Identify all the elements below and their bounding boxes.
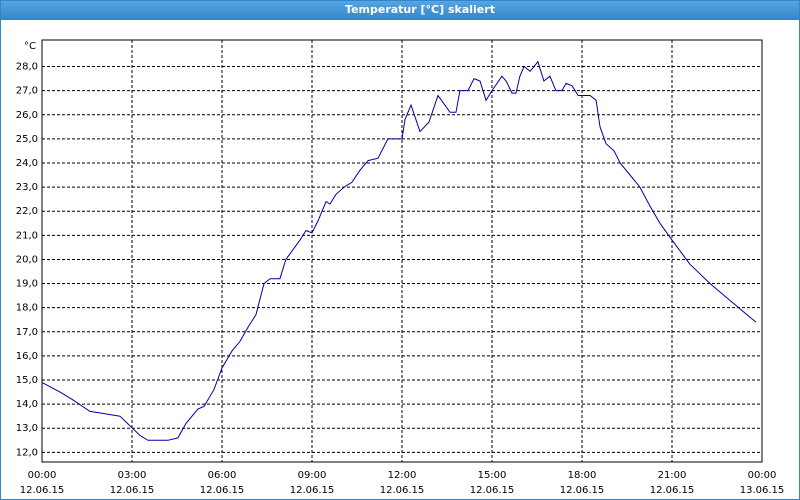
y-tick-label: 13,0 xyxy=(16,423,38,434)
y-tick-label: 12,0 xyxy=(16,447,38,458)
y-axis-unit: °C xyxy=(24,41,36,52)
x-tick-date: 12.06.15 xyxy=(380,485,425,496)
plot-frame xyxy=(41,39,763,463)
x-tick-label: 00:00 xyxy=(28,470,57,481)
x-tick-date: 12.06.15 xyxy=(290,485,335,496)
y-tick-label: 15,0 xyxy=(16,375,38,386)
y-tick-label: 26,0 xyxy=(16,110,38,121)
y-tick-label: 16,0 xyxy=(16,351,38,362)
x-tick-date: 13.06.15 xyxy=(740,485,785,496)
x-tick-date: 12.06.15 xyxy=(470,485,515,496)
x-tick-date: 12.06.15 xyxy=(650,485,695,496)
y-tick-label: 17,0 xyxy=(16,327,38,338)
x-tick-label: 12:00 xyxy=(388,470,417,481)
x-tick-label: 15:00 xyxy=(478,470,507,481)
x-tick-label: 00:00 xyxy=(748,470,777,481)
y-tick-label: 22,0 xyxy=(16,206,38,217)
x-tick-date: 12.06.15 xyxy=(560,485,605,496)
chart-title: Temperatur [°C] skaliert xyxy=(345,3,495,16)
x-tick-label: 18:00 xyxy=(568,470,597,481)
y-tick-label: 18,0 xyxy=(16,303,38,314)
y-tick-label: 23,0 xyxy=(16,182,38,193)
x-tick-label: 21:00 xyxy=(658,470,687,481)
y-tick-label: 20,0 xyxy=(16,254,38,265)
y-tick-label: 21,0 xyxy=(16,230,38,241)
y-tick-label: 25,0 xyxy=(16,134,38,145)
x-tick-date: 12.06.15 xyxy=(200,485,245,496)
y-tick-label: 24,0 xyxy=(16,158,38,169)
y-tick-label: 27,0 xyxy=(16,86,38,97)
y-tick-label: 14,0 xyxy=(16,399,38,410)
y-tick-label: 28,0 xyxy=(16,62,38,73)
x-tick-label: 09:00 xyxy=(298,470,327,481)
x-tick-label: 06:00 xyxy=(208,470,237,481)
x-tick-label: 03:00 xyxy=(118,470,147,481)
data-line xyxy=(41,60,757,441)
title-bar xyxy=(0,0,800,20)
x-tick-date: 12.06.15 xyxy=(20,485,65,496)
y-tick-label: 19,0 xyxy=(16,279,38,290)
x-tick-date: 12.06.15 xyxy=(110,485,155,496)
